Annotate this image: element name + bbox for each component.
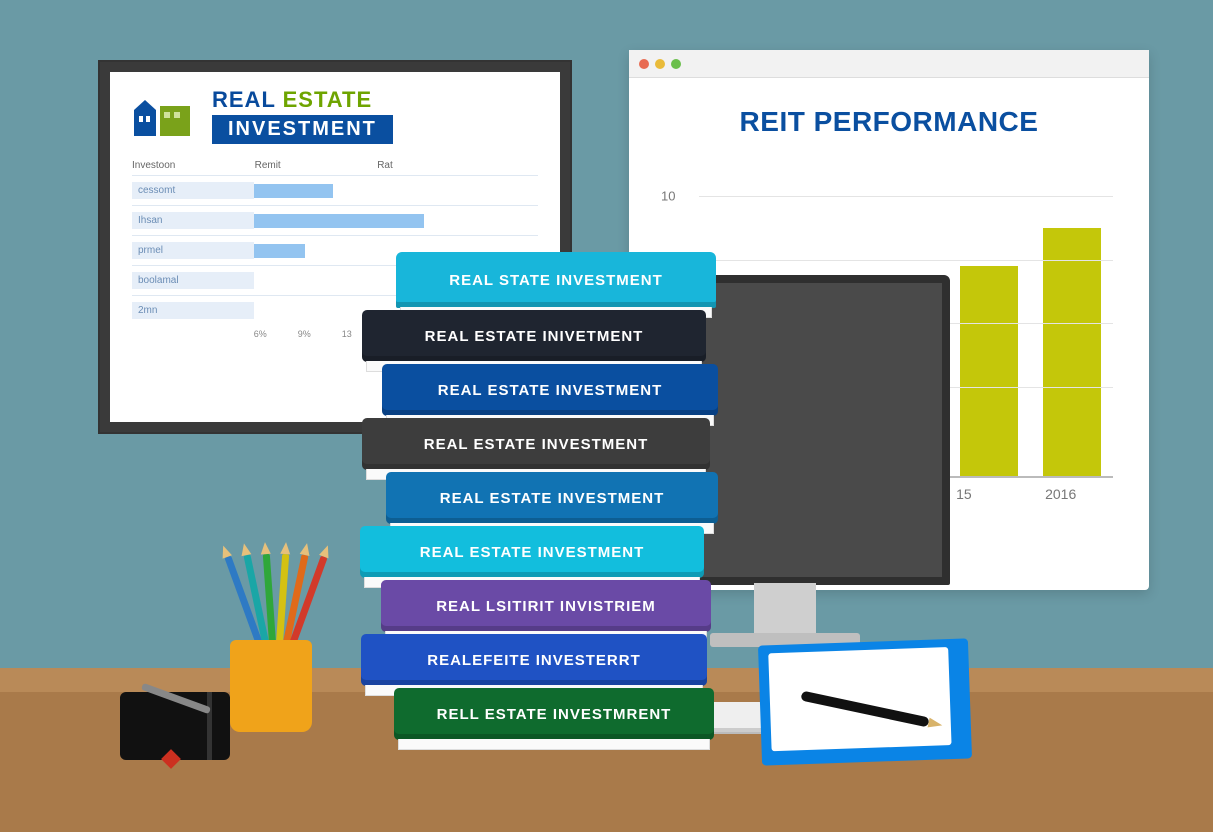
book-stack: REAL STATE INVESTMENT REAL ESTATE INIVETM… xyxy=(360,252,720,742)
poster-row-bar xyxy=(254,214,538,228)
paper-sheet xyxy=(768,647,951,751)
book-title: REAL ESTATE INVESTMENT xyxy=(440,490,665,507)
y-tick-label: 10 xyxy=(661,189,675,204)
poster-row-label: Ihsan xyxy=(132,212,254,229)
book-title: REAL ESTATE INIVETMENT xyxy=(425,328,644,345)
pencil-cup xyxy=(230,640,312,732)
poster-title-real: REAL xyxy=(212,87,276,112)
poster-title-estate: ESTATE xyxy=(283,87,373,112)
gridline xyxy=(699,196,1113,197)
window-titlebar xyxy=(629,50,1149,78)
book-spine: REAL ESTATE INVESTMENT xyxy=(362,418,710,470)
x-tick-label: 2016 xyxy=(1045,486,1076,502)
poster-title-line2: INVESTMENT xyxy=(212,115,393,144)
poster-title-line1: REAL ESTATE xyxy=(212,88,393,111)
poster-row: cessomt xyxy=(132,175,538,205)
book-title: REAL ESTATE INVESTMENT xyxy=(438,382,663,399)
pencils xyxy=(230,566,320,646)
book-pages xyxy=(398,739,710,750)
poster-col-3: Rat xyxy=(377,160,538,171)
book-title: REAL STATE INVESTMENT xyxy=(449,272,663,289)
blue-folder xyxy=(758,638,972,765)
poster-row-label: prmel xyxy=(132,242,254,259)
poster-row-bar xyxy=(254,184,538,198)
poster-title: REAL ESTATE INVESTMENT xyxy=(212,88,393,144)
poster-header: REAL ESTATE INVESTMENT xyxy=(132,88,538,144)
monitor-stand xyxy=(754,583,816,633)
book-spine: REAL ESTATE INVESTMENT xyxy=(360,526,704,578)
book-title: RELL ESTATE INVESTMRENT xyxy=(437,706,672,723)
book-title: REAL ESTATE INVESTMENT xyxy=(420,544,645,561)
poster-col-1: Investoon xyxy=(132,160,253,171)
book-spine: REAL STATE INVESTMENT xyxy=(396,252,716,308)
poster-row: Ihsan xyxy=(132,205,538,235)
book-title: REALEFEITE INVESTERRT xyxy=(427,652,641,669)
book-spine: REAL ESTATE INVESTMENT xyxy=(386,472,718,524)
gridline xyxy=(699,260,1113,261)
chart-bar xyxy=(1043,228,1101,476)
book-spine: REALEFEITE INVESTERRT xyxy=(361,634,707,686)
poster-row-label: boolamal xyxy=(132,272,254,289)
window-dot-red xyxy=(639,59,649,69)
book-spine: REAL LSITIRIT INVISTRIEM xyxy=(381,580,711,632)
book-spine: RELL ESTATE INVESTMRENT xyxy=(394,688,714,740)
chart-bar xyxy=(960,266,1018,476)
poster-table-header: Investoon Remit Rat xyxy=(132,158,538,175)
book-title: REAL LSITIRIT INVISTRIEM xyxy=(436,598,656,615)
book-title: REAL ESTATE INVESTMENT xyxy=(424,436,649,453)
window-dot-yellow xyxy=(655,59,665,69)
house-icon xyxy=(132,94,202,138)
poster-row-label: 2mn xyxy=(132,302,254,319)
book-spine: REAL ESTATE INVESTMENT xyxy=(382,364,718,416)
poster-col-2: Remit xyxy=(255,160,376,171)
book-spine: REAL ESTATE INIVETMENT xyxy=(362,310,706,362)
x-tick-label: 15 xyxy=(956,486,972,502)
poster-row-label: cessomt xyxy=(132,182,254,199)
notebook-band xyxy=(207,692,212,760)
chart-title: REIT PERFORMANCE xyxy=(659,106,1119,138)
window-dot-green xyxy=(671,59,681,69)
poster-xtick: 6% xyxy=(254,329,294,339)
poster-xtick: 9% xyxy=(298,329,338,339)
